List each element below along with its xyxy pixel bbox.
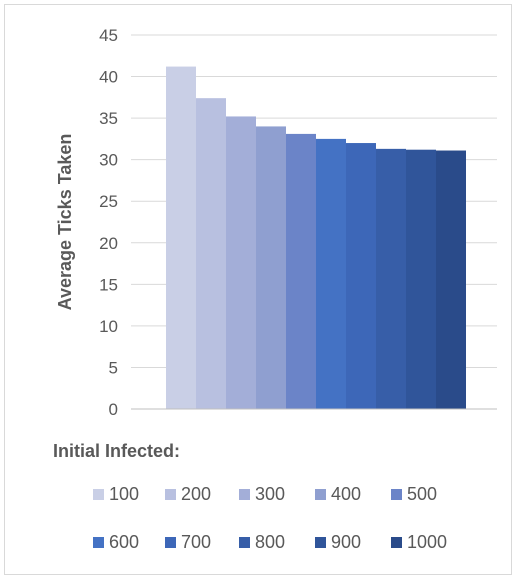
y-tick-label: 5	[109, 358, 118, 377]
legend-label-100: 100	[109, 484, 139, 504]
legend-swatch-100	[93, 489, 104, 500]
bars	[166, 66, 466, 410]
bar-1000	[436, 150, 466, 409]
y-tick-label: 0	[109, 400, 118, 419]
bar-400	[256, 126, 286, 409]
legend-swatch-400	[315, 489, 326, 500]
y-tick-label: 35	[99, 109, 118, 128]
chart-frame: 0 5 10 15 20 25 30 35 40 45 Average Ticks Taken I…	[4, 4, 512, 575]
y-tick-label: 10	[99, 317, 118, 336]
y-tick-label: 25	[99, 192, 118, 211]
legend-swatch-700	[165, 537, 176, 548]
bar-900	[406, 149, 436, 409]
legend-label-500: 500	[407, 484, 437, 504]
legend-swatch-1000	[391, 537, 402, 548]
legend-swatch-600	[93, 537, 104, 548]
legend-label-400: 400	[331, 484, 361, 504]
y-tick-label: 40	[99, 68, 118, 87]
y-tick-label: 30	[99, 151, 118, 170]
bar-500	[286, 133, 316, 409]
legend-swatch-900	[315, 537, 326, 548]
bar-300	[226, 116, 256, 410]
legend-title: Initial Infected:	[53, 441, 180, 461]
legend-label-1000: 1000	[407, 532, 447, 552]
legend: 100 200 300 400 500 600 700 800 900 1000	[93, 484, 447, 552]
bar-chart: 0 5 10 15 20 25 30 35 40 45 Average Ticks Taken I…	[53, 26, 497, 552]
legend-label-900: 900	[331, 532, 361, 552]
bar-800	[376, 148, 406, 409]
legend-swatch-300	[239, 489, 250, 500]
y-tick-label: 15	[99, 275, 118, 294]
y-tick-label: 45	[99, 26, 118, 45]
legend-label-300: 300	[255, 484, 285, 504]
legend-swatch-500	[391, 489, 402, 500]
legend-label-800: 800	[255, 532, 285, 552]
legend-label-600: 600	[109, 532, 139, 552]
legend-swatch-200	[165, 489, 176, 500]
legend-swatch-800	[239, 537, 250, 548]
legend-label-200: 200	[181, 484, 211, 504]
bar-600	[316, 138, 346, 409]
legend-label-700: 700	[181, 532, 211, 552]
y-axis-title: Average Ticks Taken	[55, 134, 75, 311]
y-tick-label: 20	[99, 234, 118, 253]
bar-700	[346, 143, 376, 410]
axes: 0 5 10 15 20 25 30 35 40 45	[99, 26, 497, 419]
bar-200	[196, 98, 226, 410]
bar-100	[166, 66, 196, 410]
